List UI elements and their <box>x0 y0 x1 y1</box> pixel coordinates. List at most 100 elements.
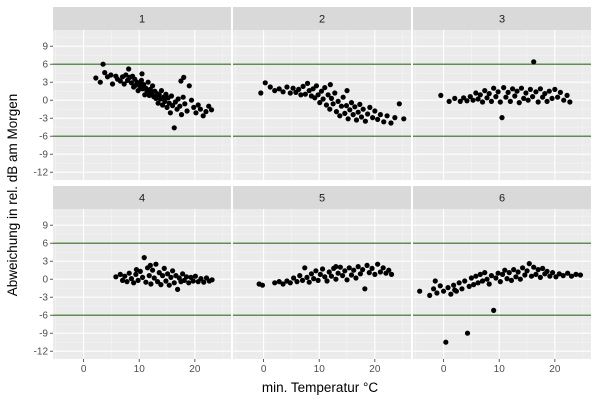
data-point <box>311 276 317 282</box>
data-point <box>317 271 323 277</box>
data-point <box>287 90 293 96</box>
y-tick-label: 9 <box>42 221 48 232</box>
data-point <box>128 276 135 282</box>
facet-panel-1: 1 -12 -9 -6 -3 0 3 6 9 <box>34 7 231 180</box>
data-point <box>488 273 495 279</box>
data-point <box>377 112 384 118</box>
data-point <box>342 268 348 274</box>
data-point <box>267 84 273 90</box>
data-point <box>287 280 293 286</box>
data-point <box>133 271 139 277</box>
data-point <box>375 261 381 267</box>
data-point <box>473 273 479 279</box>
data-point <box>315 277 321 283</box>
data-point <box>355 264 361 270</box>
y-tick-label: -6 <box>39 132 48 143</box>
data-point <box>388 120 394 126</box>
facet-panel-2: 2 <box>233 7 411 180</box>
data-point <box>284 84 290 90</box>
data-point <box>443 339 449 345</box>
data-point <box>164 104 170 110</box>
data-point <box>291 275 297 281</box>
data-point <box>198 276 204 282</box>
data-point <box>108 72 114 78</box>
data-point <box>448 291 454 297</box>
data-point <box>319 266 326 272</box>
data-point <box>546 88 552 94</box>
data-point <box>471 282 477 288</box>
data-point <box>484 95 490 101</box>
x-tick-label: 10 <box>314 364 326 375</box>
data-point <box>322 85 328 91</box>
data-point <box>262 80 268 86</box>
data-point <box>577 272 584 278</box>
data-point <box>477 92 483 98</box>
data-point <box>181 74 187 80</box>
x-tick-label: 0 <box>81 364 87 375</box>
data-point <box>200 113 206 119</box>
data-point <box>332 90 338 96</box>
data-point <box>326 269 332 275</box>
data-point <box>488 98 495 104</box>
x-tick-label: 20 <box>189 364 201 375</box>
data-point <box>122 273 128 279</box>
data-point <box>109 81 116 87</box>
panel-background <box>413 30 591 180</box>
data-point <box>186 280 192 286</box>
data-point <box>501 85 507 91</box>
data-point <box>346 265 352 271</box>
data-point <box>146 273 152 279</box>
data-point <box>138 77 145 83</box>
data-point <box>464 330 471 336</box>
data-point <box>280 281 286 287</box>
data-point <box>507 98 513 104</box>
data-point <box>280 89 286 95</box>
data-point <box>324 278 330 284</box>
data-point <box>209 277 215 283</box>
data-point <box>123 72 129 78</box>
data-point <box>327 106 333 112</box>
data-point <box>313 268 319 274</box>
data-point <box>508 277 515 283</box>
panel-background <box>53 30 231 180</box>
data-point <box>100 61 106 67</box>
data-point <box>479 278 486 284</box>
data-point <box>158 282 164 288</box>
data-point <box>540 265 546 271</box>
data-point <box>451 282 457 288</box>
data-point <box>154 279 161 285</box>
data-point <box>276 86 282 92</box>
data-point <box>542 91 548 97</box>
data-point <box>514 88 520 94</box>
facet-panel-3: 3 <box>413 7 591 180</box>
data-point <box>169 268 176 274</box>
data-point <box>537 274 543 280</box>
data-point <box>340 94 346 100</box>
data-point <box>344 88 350 94</box>
data-point <box>156 270 162 276</box>
data-point <box>203 109 209 115</box>
data-point <box>544 98 550 104</box>
data-point <box>131 280 137 286</box>
data-point <box>452 287 458 293</box>
data-point <box>567 99 573 105</box>
data-point <box>182 101 188 107</box>
y-tick-label: -9 <box>39 150 48 161</box>
data-point <box>557 89 564 95</box>
data-point <box>330 101 336 107</box>
data-point <box>386 267 392 273</box>
data-point <box>180 271 186 277</box>
data-point <box>343 103 350 109</box>
data-point <box>519 265 526 271</box>
data-point <box>372 108 378 114</box>
x-tick-label: 20 <box>549 364 561 375</box>
data-point <box>337 264 343 270</box>
data-point <box>384 113 390 119</box>
data-point <box>516 100 522 106</box>
data-point <box>313 83 320 89</box>
data-point <box>525 97 531 103</box>
data-point <box>312 95 318 101</box>
data-point <box>518 85 525 91</box>
data-point <box>524 268 530 274</box>
